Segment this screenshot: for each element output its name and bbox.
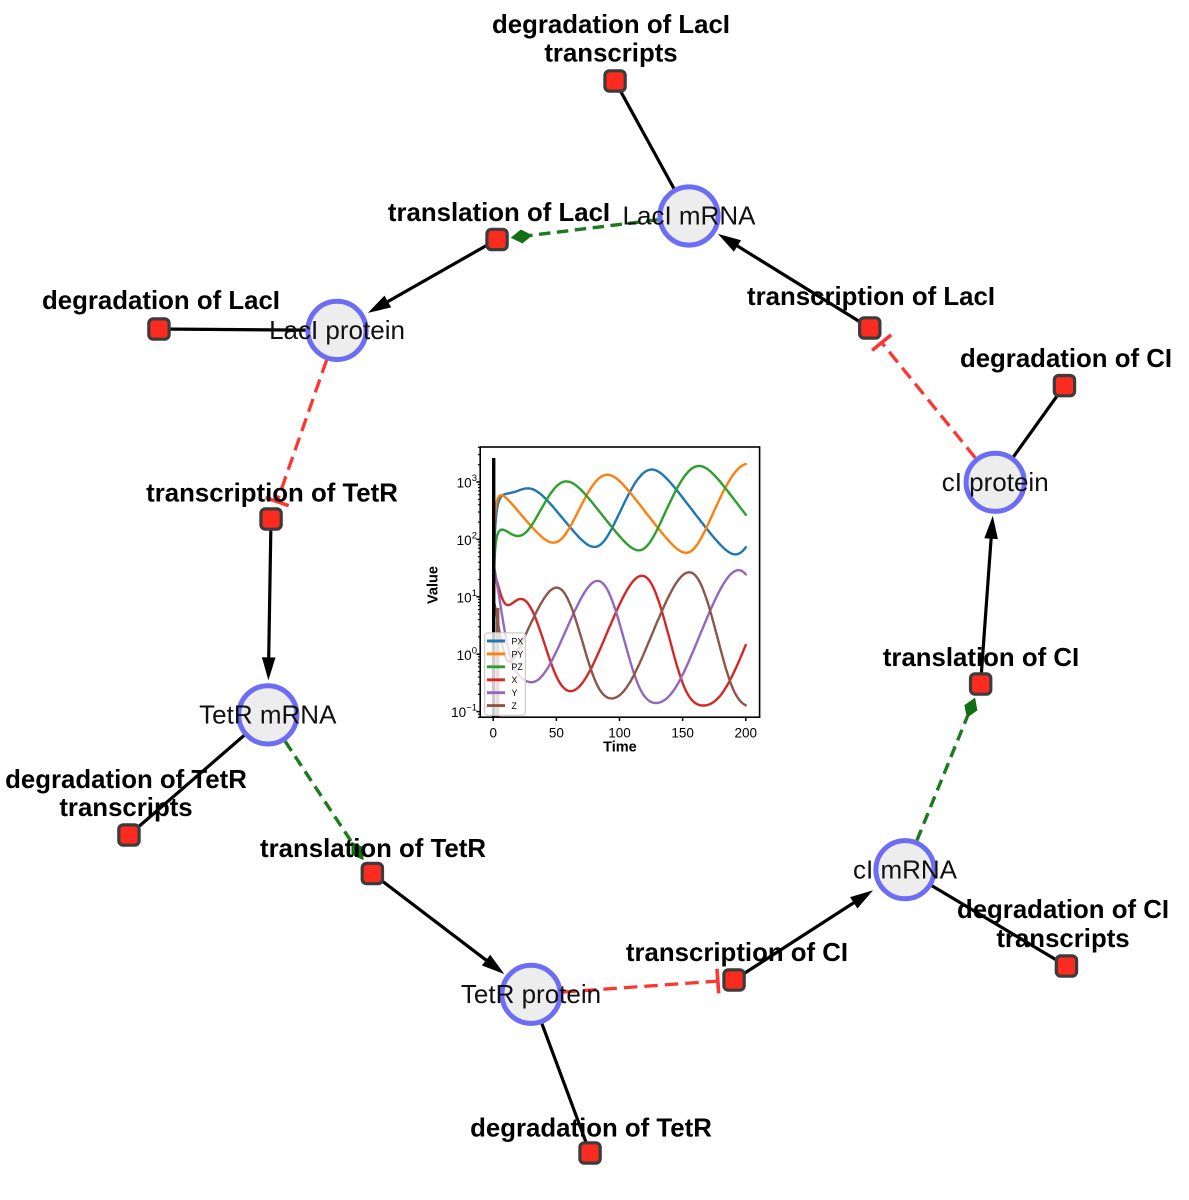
svg-text:150: 150 (671, 726, 694, 741)
svg-text:degradation of LacI: degradation of LacI (42, 287, 280, 315)
svg-text:degradation of CI: degradation of CI (957, 896, 1169, 924)
svg-text:degradation of CI: degradation of CI (960, 345, 1172, 373)
svg-text:PY: PY (512, 649, 524, 659)
svg-text:101: 101 (457, 588, 477, 606)
svg-text:X: X (512, 675, 518, 685)
svg-text:cI protein: cI protein (942, 467, 1049, 497)
svg-text:10−1: 10−1 (451, 703, 477, 721)
svg-text:Time: Time (603, 740, 637, 756)
svg-text:PX: PX (512, 636, 524, 646)
svg-text:200: 200 (735, 726, 758, 741)
svg-text:degradation of TetR: degradation of TetR (5, 766, 247, 794)
svg-text:transcripts: transcripts (544, 40, 677, 68)
svg-text:translation of LacI: translation of LacI (388, 199, 610, 227)
svg-text:PZ: PZ (512, 662, 524, 672)
svg-text:translation of TetR: translation of TetR (260, 835, 486, 863)
svg-text:degradation of LacI: degradation of LacI (492, 11, 730, 39)
svg-text:transcripts: transcripts (59, 794, 192, 822)
svg-text:100: 100 (457, 645, 477, 663)
svg-text:TetR mRNA: TetR mRNA (199, 700, 337, 730)
svg-text:Y: Y (512, 688, 518, 698)
svg-text:LacI mRNA: LacI mRNA (623, 201, 757, 231)
svg-text:transcription of TetR: transcription of TetR (146, 480, 398, 508)
svg-text:cI mRNA: cI mRNA (853, 854, 958, 884)
svg-text:transcripts: transcripts (996, 925, 1129, 953)
svg-text:degradation of TetR: degradation of TetR (470, 1114, 712, 1142)
svg-text:translation of CI: translation of CI (883, 644, 1079, 672)
svg-text:0: 0 (489, 726, 497, 741)
svg-text:TetR protein: TetR protein (461, 979, 601, 1009)
svg-text:Value: Value (425, 566, 441, 604)
svg-text:LacI protein: LacI protein (269, 315, 405, 345)
svg-text:100: 100 (608, 726, 631, 741)
svg-text:50: 50 (549, 726, 564, 741)
svg-text:Z: Z (512, 701, 518, 711)
svg-text:transcription of LacI: transcription of LacI (747, 283, 995, 311)
svg-text:103: 103 (457, 473, 477, 491)
svg-text:transcription of CI: transcription of CI (626, 939, 848, 967)
svg-text:102: 102 (457, 531, 477, 549)
